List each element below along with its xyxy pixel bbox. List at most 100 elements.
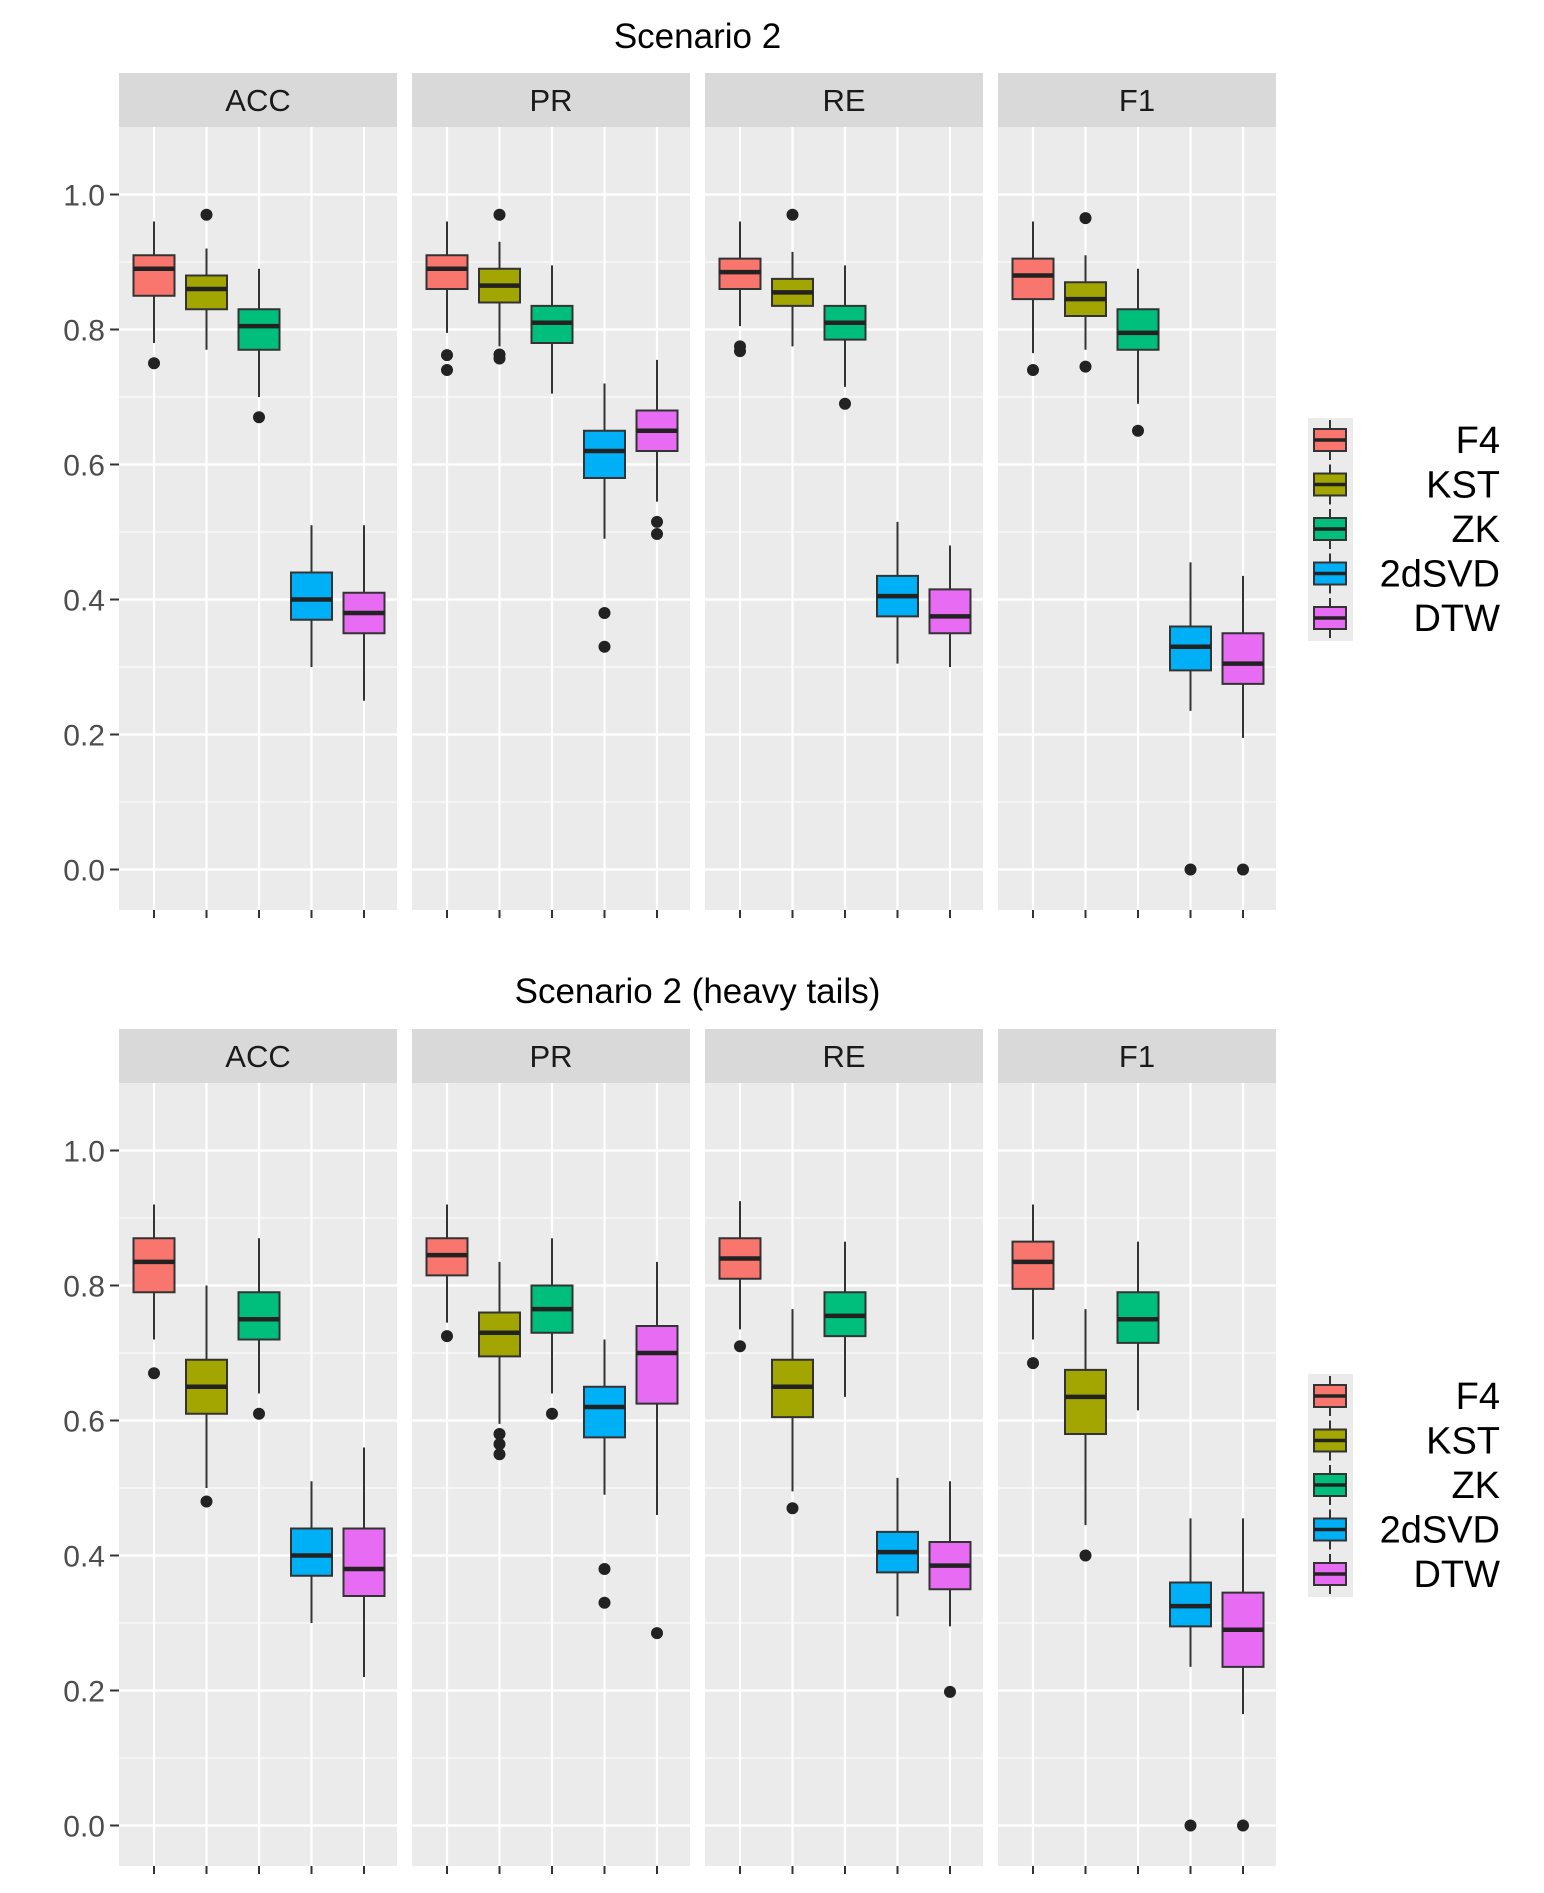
- outlier-point: [148, 357, 160, 370]
- box-2dsvd: [290, 1481, 333, 1623]
- box-zk: [530, 1238, 574, 1420]
- facet-f1: F1: [998, 73, 1276, 918]
- box-iqr: [1011, 1240, 1055, 1290]
- facet-strip-label: RE: [822, 83, 865, 118]
- legend-item-f4: F4: [1313, 1376, 1500, 1418]
- box-2dsvd: [1169, 1518, 1212, 1832]
- legend-item-kst: KST: [1313, 1420, 1500, 1463]
- legend-label: F4: [1456, 420, 1500, 462]
- outlier-point: [441, 1330, 453, 1343]
- box-f4: [425, 221, 469, 376]
- box-f4: [1011, 1204, 1055, 1370]
- box-2dsvd: [583, 383, 626, 653]
- y-tick-label: 0.4: [63, 1541, 105, 1574]
- box-zk: [237, 1238, 281, 1420]
- box-kst: [478, 1261, 521, 1461]
- box-kst: [478, 208, 521, 365]
- outlier-point: [200, 208, 213, 221]
- box-2dsvd: [583, 1339, 626, 1609]
- legend-label: ZK: [1451, 1465, 1500, 1507]
- legend-item-f4: F4: [1313, 420, 1500, 462]
- box-f4: [718, 1201, 762, 1353]
- facet-strip: [998, 73, 1276, 127]
- box-iqr: [290, 1527, 333, 1577]
- box-iqr: [342, 1527, 386, 1597]
- outlier-point: [1132, 424, 1144, 437]
- box-2dsvd: [290, 525, 333, 667]
- box-zk: [1116, 1241, 1160, 1411]
- box-dtw: [1221, 1518, 1265, 1832]
- facet-strip-label: F1: [1119, 1039, 1155, 1074]
- y-tick-label: 1.0: [63, 180, 105, 213]
- box-iqr: [132, 254, 176, 297]
- box-dtw: [635, 359, 679, 541]
- outlier-point: [253, 411, 265, 424]
- box-dtw: [928, 1481, 972, 1698]
- facet-strip-label: RE: [822, 1039, 865, 1074]
- box-f4: [132, 221, 176, 370]
- outlier-point: [786, 1502, 799, 1515]
- box-iqr: [425, 254, 469, 290]
- legend-label: KST: [1426, 1421, 1500, 1463]
- legend-item-zk: ZK: [1313, 509, 1500, 551]
- facet-strip: [705, 1029, 983, 1083]
- box-dtw: [1221, 575, 1265, 876]
- box-zk: [237, 268, 281, 424]
- y-tick-label: 0.6: [63, 450, 105, 483]
- box-f4: [132, 1204, 176, 1380]
- legend-item-kst: KST: [1313, 464, 1500, 507]
- chart-block-2: Scenario 2 (heavy tails) 0.0 0.2 0.4 0.6 0.8 1…: [63, 972, 1500, 1874]
- box-iqr: [132, 1237, 176, 1294]
- legend-item-zk: ZK: [1313, 1465, 1500, 1507]
- box-iqr: [290, 571, 333, 621]
- outlier-point: [493, 1448, 506, 1461]
- box-f4: [425, 1204, 469, 1343]
- legend-label: DTW: [1413, 1554, 1500, 1596]
- outlier-point: [1027, 1357, 1039, 1370]
- chart-title: Scenario 2: [614, 17, 781, 56]
- legend-item-dtw: DTW: [1313, 1554, 1500, 1596]
- outlier-point: [598, 607, 611, 619]
- facet-acc: ACC: [119, 1029, 397, 1874]
- outlier-point: [651, 515, 663, 528]
- facet-strip: [412, 73, 690, 127]
- box-2dsvd: [876, 1477, 919, 1617]
- y-tick-label: 0.4: [63, 585, 105, 618]
- outlier-point: [734, 345, 746, 358]
- outlier-point: [786, 208, 799, 221]
- box-dtw: [342, 1447, 386, 1677]
- outlier-point: [1079, 1549, 1092, 1562]
- legend-item-2dsvd: 2dSVD: [1313, 1509, 1500, 1552]
- legend-label: 2dSVD: [1380, 554, 1500, 596]
- box-2dsvd: [1169, 562, 1212, 876]
- facet-strip-label: ACC: [225, 1039, 290, 1074]
- legend-label: DTW: [1413, 598, 1500, 640]
- y-tick-label: 0.2: [63, 720, 105, 753]
- box-iqr: [1011, 257, 1055, 301]
- box-zk: [530, 265, 574, 394]
- facet-strip: [119, 73, 397, 127]
- box-kst: [1064, 212, 1107, 373]
- y-tick-label: 0.8: [63, 315, 105, 348]
- facet-strip-label: PR: [529, 83, 572, 118]
- outlier-point: [1184, 1819, 1197, 1832]
- outlier-point: [598, 640, 611, 653]
- outlier-point: [1079, 212, 1092, 225]
- legend-label: F4: [1456, 1376, 1500, 1418]
- box-zk: [823, 265, 867, 410]
- box-dtw: [635, 1261, 679, 1640]
- legend-label: ZK: [1451, 509, 1500, 551]
- box-iqr: [583, 1385, 626, 1439]
- outlier-point: [1184, 863, 1197, 876]
- facet-pr: PR: [412, 73, 690, 918]
- y-tick-label: 0.0: [63, 1811, 105, 1844]
- outlier-point: [493, 208, 506, 221]
- outlier-point: [493, 1438, 506, 1451]
- outlier-point: [651, 1627, 663, 1640]
- facet-strip-label: ACC: [225, 83, 290, 118]
- box-iqr: [583, 429, 626, 479]
- outlier-point: [1079, 360, 1092, 373]
